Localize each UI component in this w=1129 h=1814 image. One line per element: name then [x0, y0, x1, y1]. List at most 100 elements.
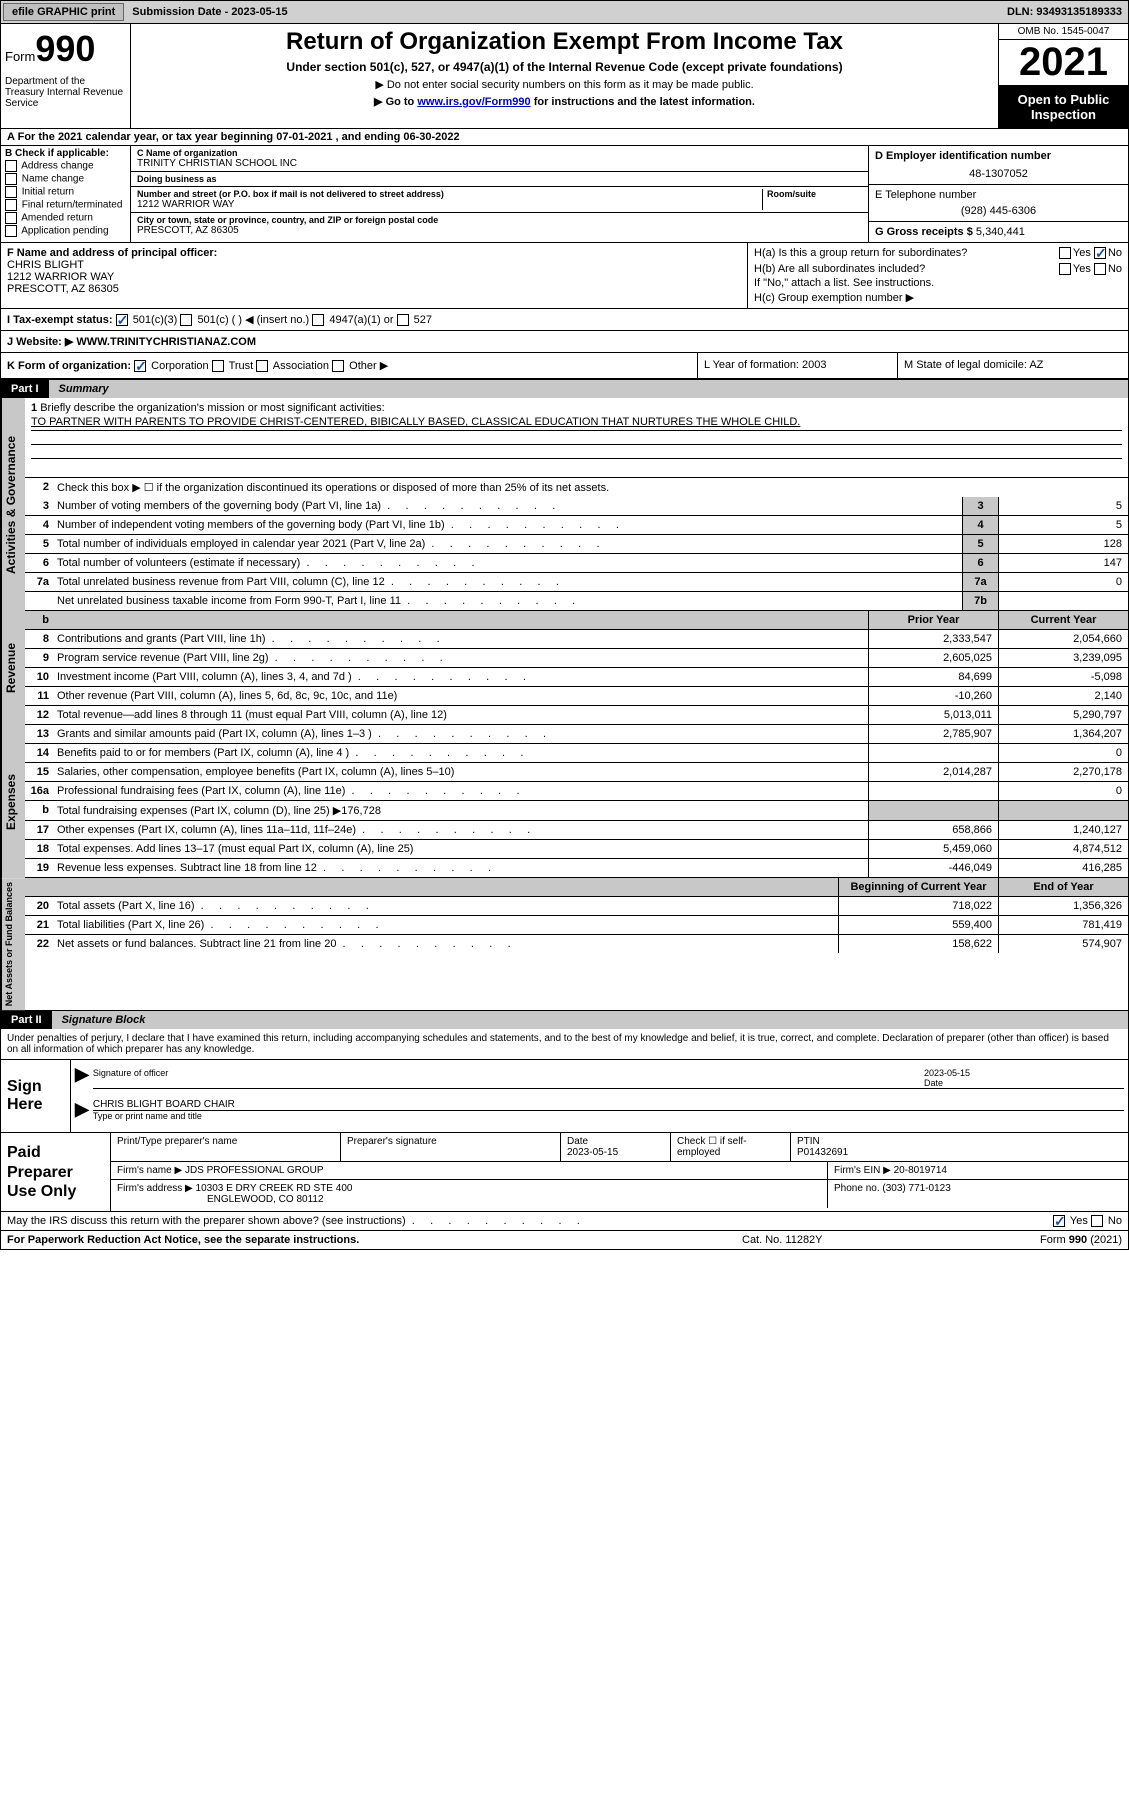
- penalty-statement: Under penalties of perjury, I declare th…: [1, 1029, 1128, 1060]
- chk-corporation[interactable]: [134, 360, 146, 372]
- chk-hb-no[interactable]: [1094, 263, 1106, 275]
- chk-amended-return[interactable]: Amended return: [5, 212, 126, 224]
- l8-curr: 2,054,660: [998, 630, 1128, 648]
- officer-city: PRESCOTT, AZ 86305: [7, 283, 741, 295]
- expenses-block: Expenses 13Grants and similar amounts pa…: [1, 725, 1128, 878]
- row-f-h: F Name and address of principal officer:…: [1, 243, 1128, 309]
- activities-governance-block: Activities & Governance 1 Briefly descri…: [1, 398, 1128, 611]
- chk-527[interactable]: [397, 314, 409, 326]
- ein: 48-1307052: [875, 168, 1122, 180]
- l15-prior: 2,014,287: [868, 763, 998, 781]
- l12-prior: 5,013,011: [868, 706, 998, 724]
- l20-end: 1,356,326: [998, 897, 1128, 915]
- mission-block: 1 Briefly describe the organization's mi…: [25, 398, 1128, 478]
- topbar: efile GRAPHIC print Submission Date - 20…: [1, 1, 1128, 24]
- tax-exempt-status-row: I Tax-exempt status: 501(c)(3) 501(c) ( …: [1, 309, 1128, 331]
- open-inspection: Open to Public Inspection: [999, 86, 1128, 128]
- efile-print-button[interactable]: efile GRAPHIC print: [3, 3, 124, 21]
- form-title: Return of Organization Exempt From Incom…: [137, 28, 992, 56]
- part-1-header: Part I Summary: [1, 380, 1128, 398]
- part-2-header: Part II Signature Block: [1, 1011, 1128, 1029]
- year-formation: L Year of formation: 2003: [698, 353, 898, 378]
- l20-beg: 718,022: [838, 897, 998, 915]
- l21-beg: 559,400: [838, 916, 998, 934]
- instructions-link-line: ▶ Go to www.irs.gov/Form990 for instruct…: [137, 95, 992, 108]
- l11-prior: -10,260: [868, 687, 998, 705]
- chk-discuss-yes[interactable]: [1053, 1215, 1065, 1227]
- chk-initial-return[interactable]: Initial return: [5, 186, 126, 198]
- form-org-row: K Form of organization: Corporation Trus…: [1, 353, 1128, 380]
- principal-officer: F Name and address of principal officer:…: [1, 243, 748, 308]
- discuss-row: May the IRS discuss this return with the…: [1, 1212, 1128, 1231]
- gross-cell: G Gross receipts $ 5,340,441: [869, 222, 1128, 242]
- chk-final-return[interactable]: Final return/terminated: [5, 199, 126, 211]
- tax-year: 2021: [999, 40, 1128, 86]
- instructions-link[interactable]: www.irs.gov/Form990: [417, 96, 530, 108]
- l21-end: 781,419: [998, 916, 1128, 934]
- l10-prior: 84,699: [868, 668, 998, 686]
- side-label-revenue: Revenue: [1, 611, 25, 725]
- l18-curr: 4,874,512: [998, 840, 1128, 858]
- form-of-org: K Form of organization: Corporation Trus…: [1, 353, 698, 378]
- col-b-checkboxes: B Check if applicable: Address change Na…: [1, 146, 131, 242]
- form-number: 990: [35, 28, 95, 69]
- chk-name-change[interactable]: Name change: [5, 173, 126, 185]
- firm-ein: 20-8019714: [894, 1165, 947, 1176]
- chk-hb-yes[interactable]: [1059, 263, 1071, 275]
- dba-row: Doing business as: [131, 172, 868, 187]
- org-name: TRINITY CHRISTIAN SCHOOL INC: [137, 158, 297, 169]
- l9-curr: 3,239,095: [998, 649, 1128, 667]
- form-header: Form990 Department of the Treasury Inter…: [1, 24, 1128, 129]
- chk-501c[interactable]: [180, 314, 192, 326]
- l14-curr: 0: [998, 744, 1128, 762]
- chk-4947[interactable]: [312, 314, 324, 326]
- officer-street: 1212 WARRIOR WAY: [7, 271, 741, 283]
- footer-row: For Paperwork Reduction Act Notice, see …: [1, 1231, 1128, 1249]
- website-url: WWW.TRINITYCHRISTIANAZ.COM: [73, 336, 256, 348]
- mission-text: TO PARTNER WITH PARENTS TO PROVIDE CHRIS…: [31, 414, 1122, 431]
- chk-association[interactable]: [256, 360, 268, 372]
- side-label-activities: Activities & Governance: [1, 398, 25, 611]
- dept-treasury: Department of the Treasury Internal Reve…: [5, 76, 126, 109]
- l8-prior: 2,333,547: [868, 630, 998, 648]
- paid-preparer-block: Paid Preparer Use Only Print/Type prepar…: [1, 1133, 1128, 1212]
- l14-prior: [868, 744, 998, 762]
- chk-other[interactable]: [332, 360, 344, 372]
- l5-val: 128: [998, 535, 1128, 553]
- chk-ha-no[interactable]: [1094, 247, 1106, 259]
- chk-trust[interactable]: [212, 360, 224, 372]
- city-row: City or town, state or province, country…: [131, 213, 868, 238]
- group-return-block: H(a) Is this a group return for subordin…: [748, 243, 1128, 308]
- l16a-curr: 0: [998, 782, 1128, 800]
- l6-val: 147: [998, 554, 1128, 572]
- org-name-row: C Name of organization TRINITY CHRISTIAN…: [131, 146, 868, 172]
- dln: DLN: 93493135189333: [1001, 4, 1128, 20]
- submission-date: Submission Date - 2023-05-15: [126, 4, 293, 20]
- section-b-to-g: B Check if applicable: Address change Na…: [1, 146, 1128, 243]
- revenue-block: Revenue bPrior YearCurrent Year 8Contrib…: [1, 611, 1128, 725]
- chk-address-change[interactable]: Address change: [5, 160, 126, 172]
- cat-no: Cat. No. 11282Y: [742, 1234, 942, 1246]
- chk-application-pending[interactable]: Application pending: [5, 225, 126, 237]
- calendar-year-line: A For the 2021 calendar year, or tax yea…: [1, 129, 1128, 146]
- side-label-netassets: Net Assets or Fund Balances: [1, 878, 25, 1010]
- sig-officer-label: Signature of officer: [93, 1068, 924, 1088]
- sign-here-block: Sign Here ▶ Signature of officer 2023-05…: [1, 1060, 1128, 1133]
- net-assets-block: Net Assets or Fund Balances Beginning of…: [1, 878, 1128, 1011]
- chk-discuss-no[interactable]: [1091, 1215, 1103, 1227]
- chk-ha-yes[interactable]: [1059, 247, 1071, 259]
- form-id-block: Form990 Department of the Treasury Inter…: [1, 24, 131, 128]
- form-990-page: efile GRAPHIC print Submission Date - 20…: [0, 0, 1129, 1250]
- l15-curr: 2,270,178: [998, 763, 1128, 781]
- chk-501c3[interactable]: [116, 314, 128, 326]
- form-title-block: Return of Organization Exempt From Incom…: [131, 24, 998, 128]
- l12-curr: 5,290,797: [998, 706, 1128, 724]
- firm-addr2: ENGLEWOOD, CO 80112: [207, 1194, 324, 1205]
- l18-prior: 5,459,060: [868, 840, 998, 858]
- website-row: J Website: ▶ WWW.TRINITYCHRISTIANAZ.COM: [1, 331, 1128, 353]
- l17-curr: 1,240,127: [998, 821, 1128, 839]
- col-d-to-g: D Employer identification number 48-1307…: [868, 146, 1128, 242]
- ssn-note: ▶ Do not enter social security numbers o…: [137, 78, 992, 91]
- firm-phone: (303) 771-0123: [882, 1183, 950, 1194]
- arrow-icon: ▶: [75, 1099, 89, 1121]
